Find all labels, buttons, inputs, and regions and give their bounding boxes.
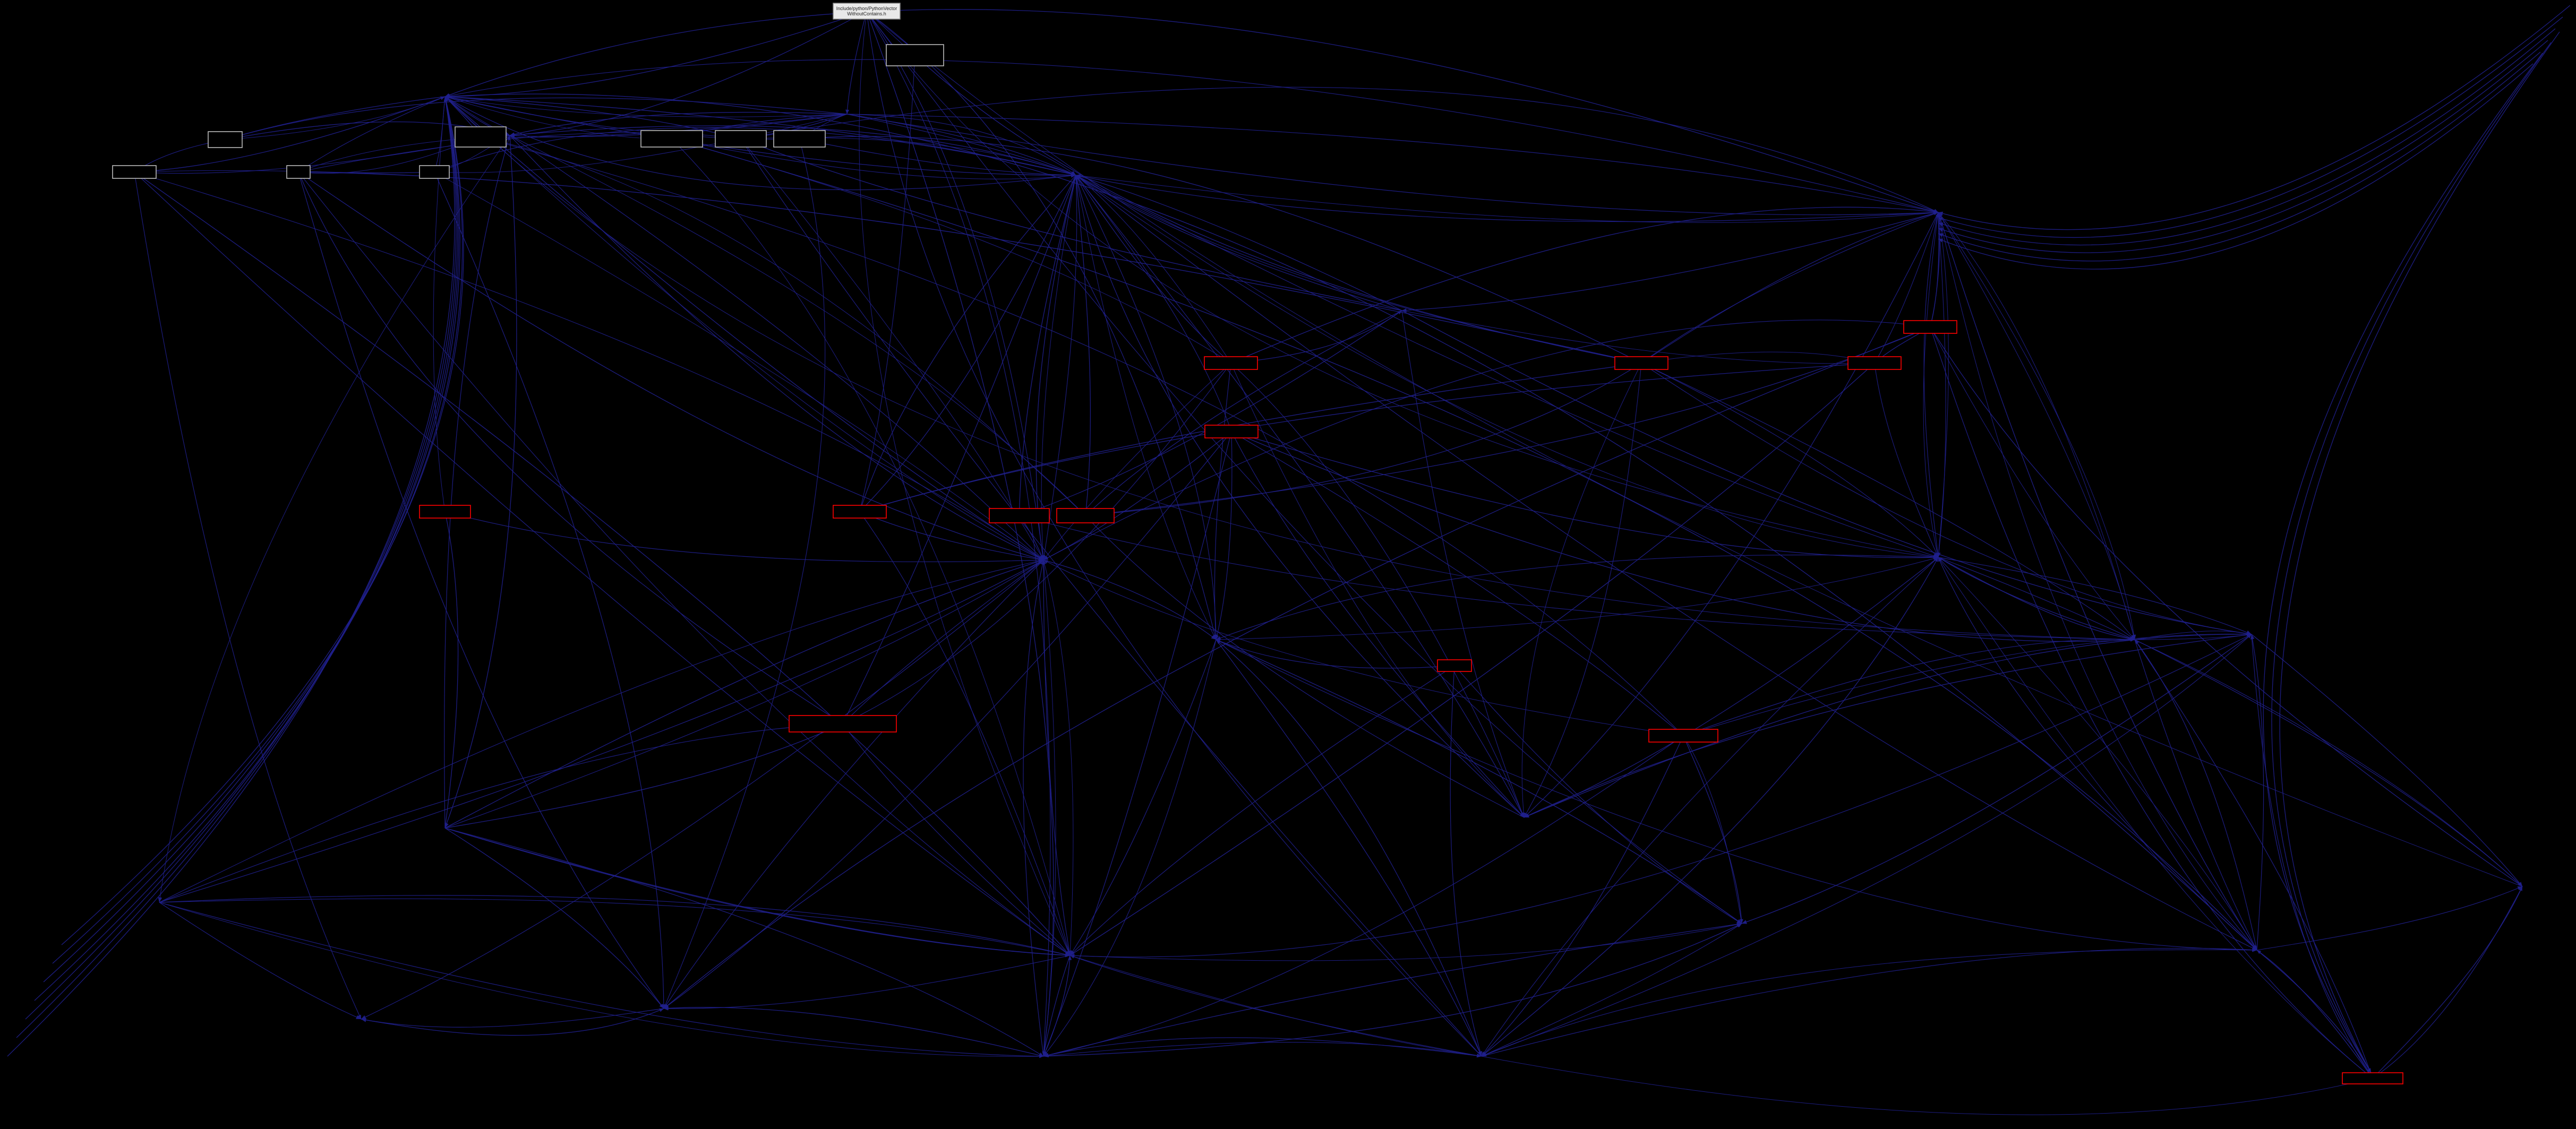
svg-text:WithoutContains.h: WithoutContains.h	[847, 11, 886, 16]
svg-text:Include/python/PythonVector: Include/python/PythonVector	[836, 6, 897, 11]
